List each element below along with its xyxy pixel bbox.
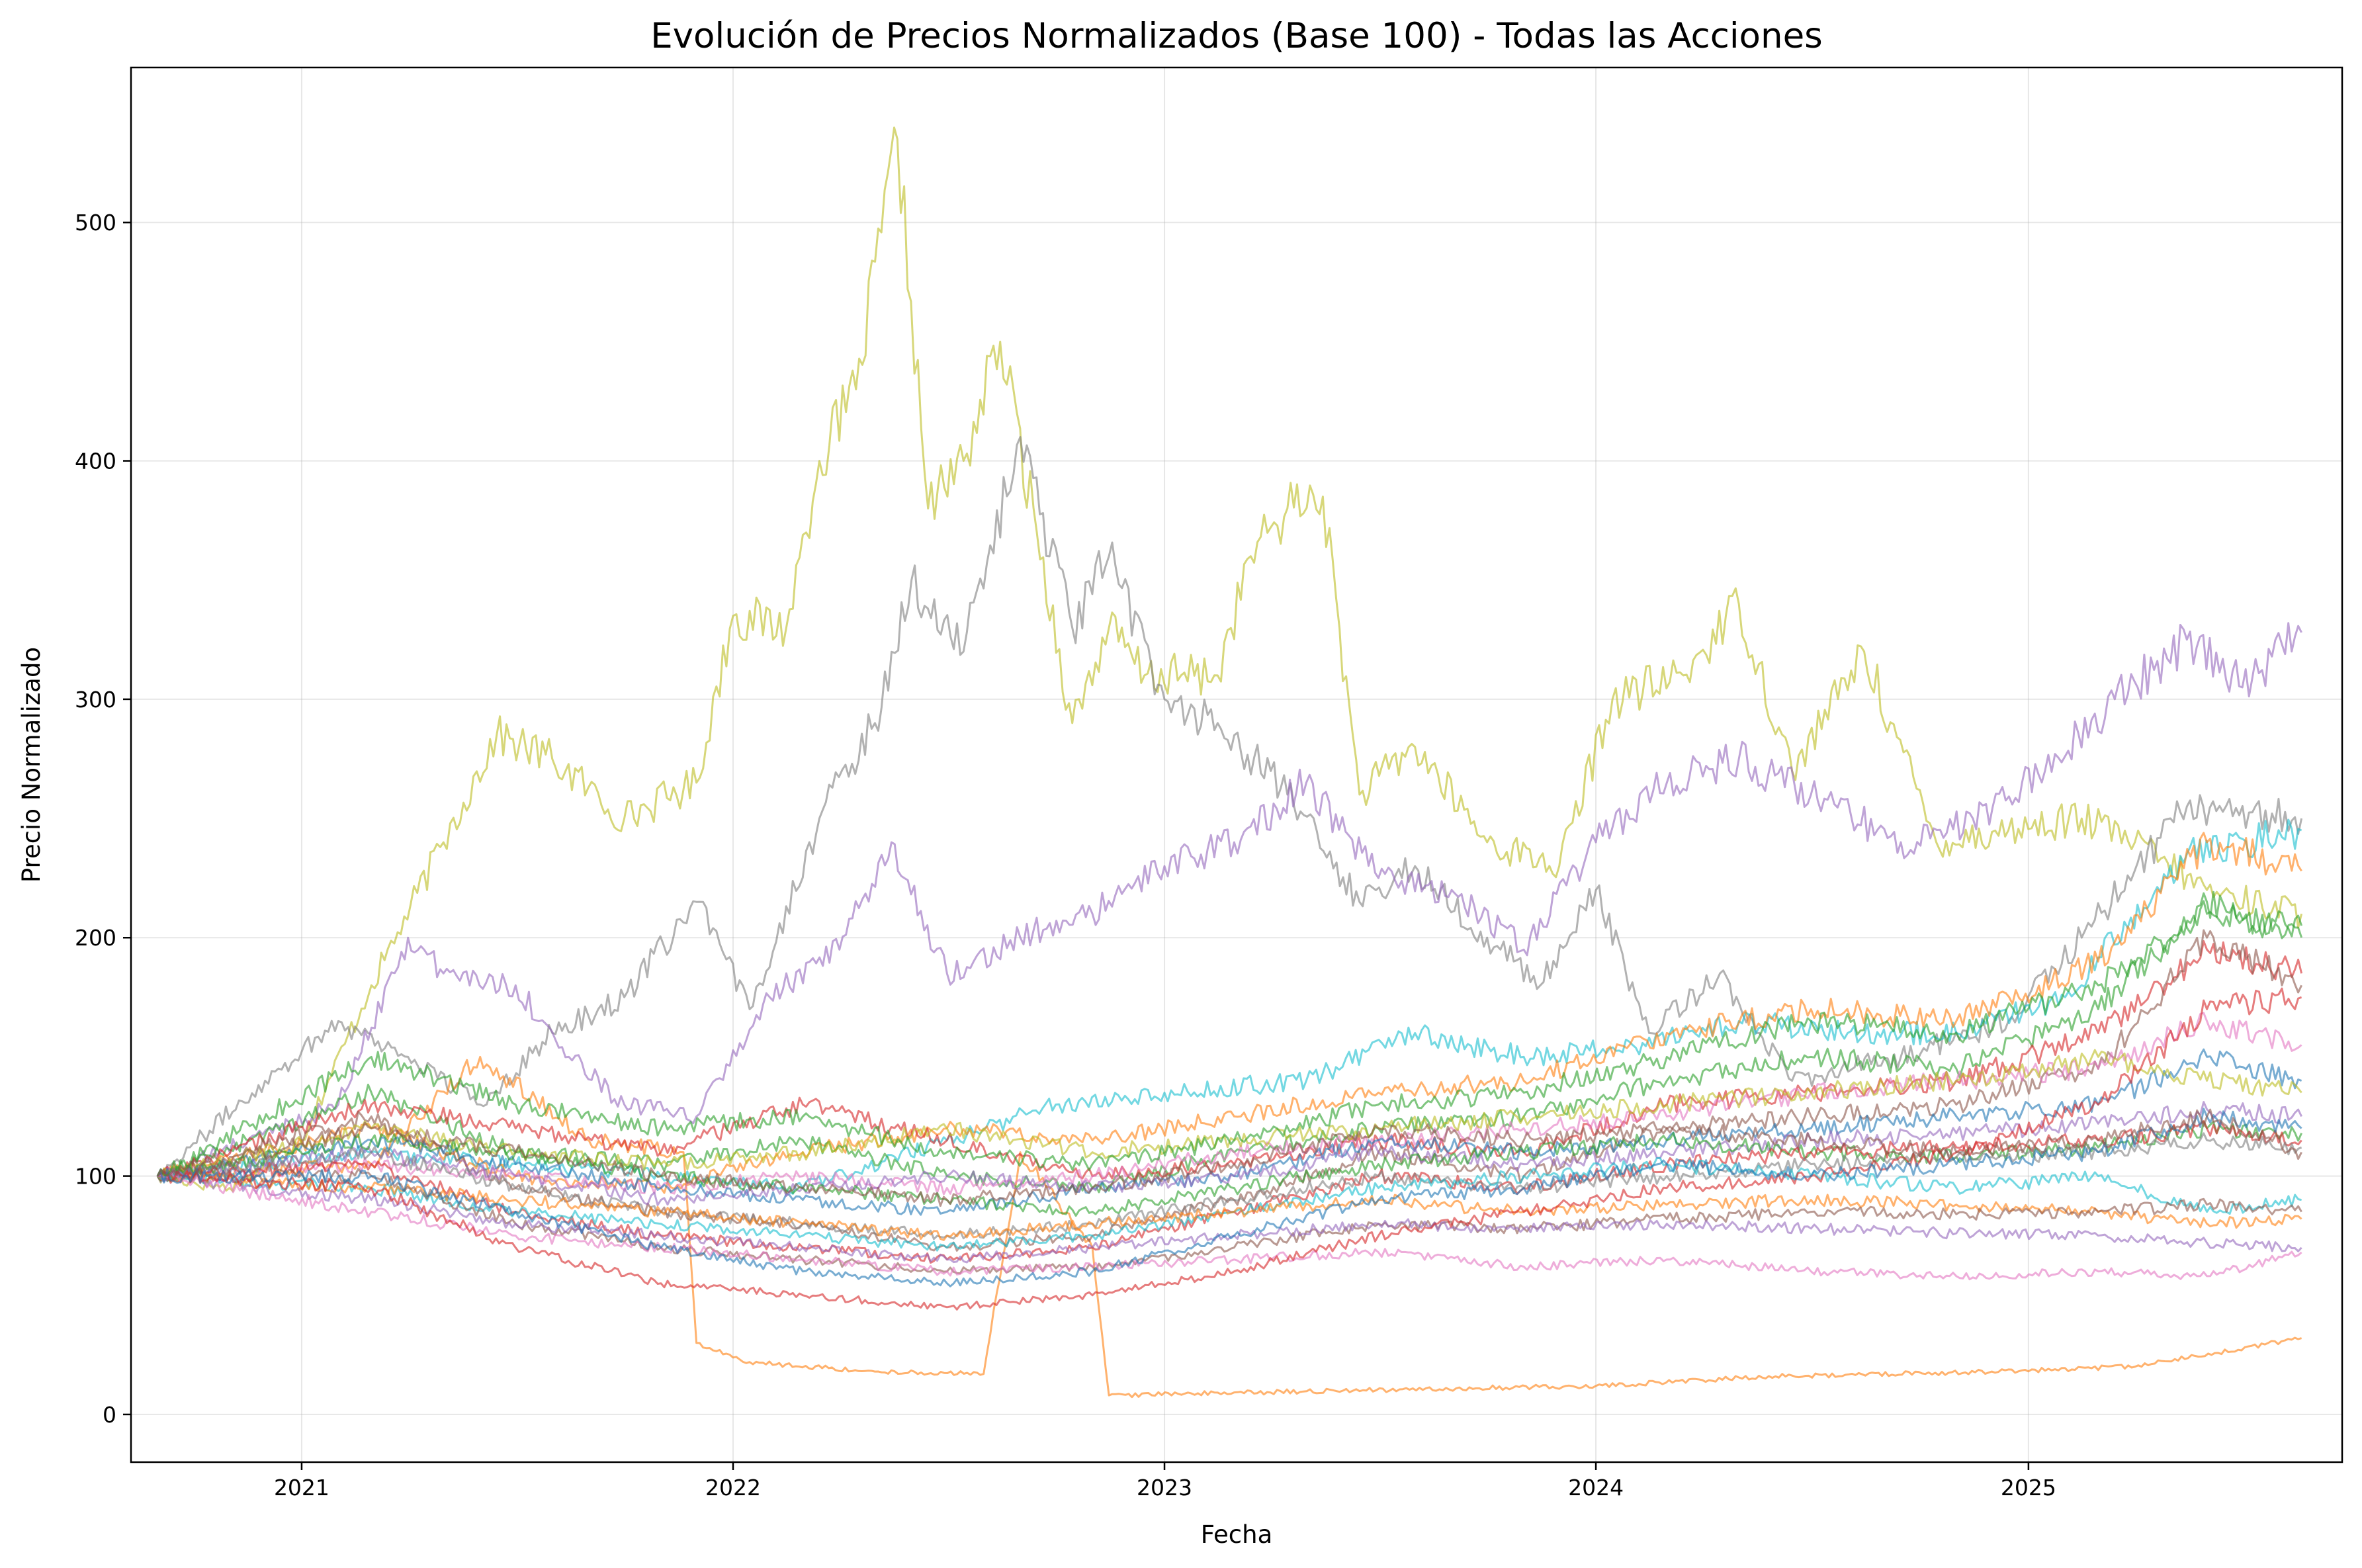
series-line <box>156 1108 2302 1287</box>
plot-area <box>156 126 2303 1399</box>
series-line <box>157 987 2302 1311</box>
series-line <box>157 622 2302 1178</box>
y-tick-label: 100 <box>75 1164 116 1190</box>
series-line <box>157 1132 2302 1241</box>
x-axis-label: Fecha <box>1201 1520 1273 1549</box>
series-line <box>157 832 2302 1194</box>
chart-title: Evolución de Precios Normalizados (Base … <box>650 16 1823 56</box>
series-line <box>156 900 2303 1177</box>
series-line <box>156 1108 2302 1207</box>
x-tick-label: 2021 <box>274 1475 329 1501</box>
x-tick-label: 2023 <box>1137 1475 1192 1501</box>
series-line <box>157 1168 2302 1275</box>
x-tick-label: 2025 <box>2001 1475 2056 1501</box>
y-tick-label: 0 <box>103 1402 116 1428</box>
series-line <box>157 1169 2302 1241</box>
series-line <box>157 1171 2302 1264</box>
axes-frame <box>130 66 2343 1463</box>
y-tick-label: 300 <box>75 687 116 713</box>
x-tick-label: 2024 <box>1568 1475 1624 1501</box>
series-line <box>157 1055 2302 1399</box>
series-line <box>157 1170 2302 1281</box>
x-tick-label: 2022 <box>705 1475 761 1501</box>
x-axis: 2021 2022 2023 2024 2025 <box>274 1462 2056 1501</box>
y-tick-label: 500 <box>75 210 116 236</box>
y-tick-label: 400 <box>75 449 116 474</box>
series-line <box>157 818 2302 1195</box>
y-axis: 0 100 200 300 400 500 <box>75 210 131 1428</box>
series-line <box>156 1101 2302 1206</box>
y-tick-label: 200 <box>75 925 116 951</box>
series-line <box>156 126 2303 1192</box>
y-axis-label: Precio Normalizado <box>17 647 46 883</box>
